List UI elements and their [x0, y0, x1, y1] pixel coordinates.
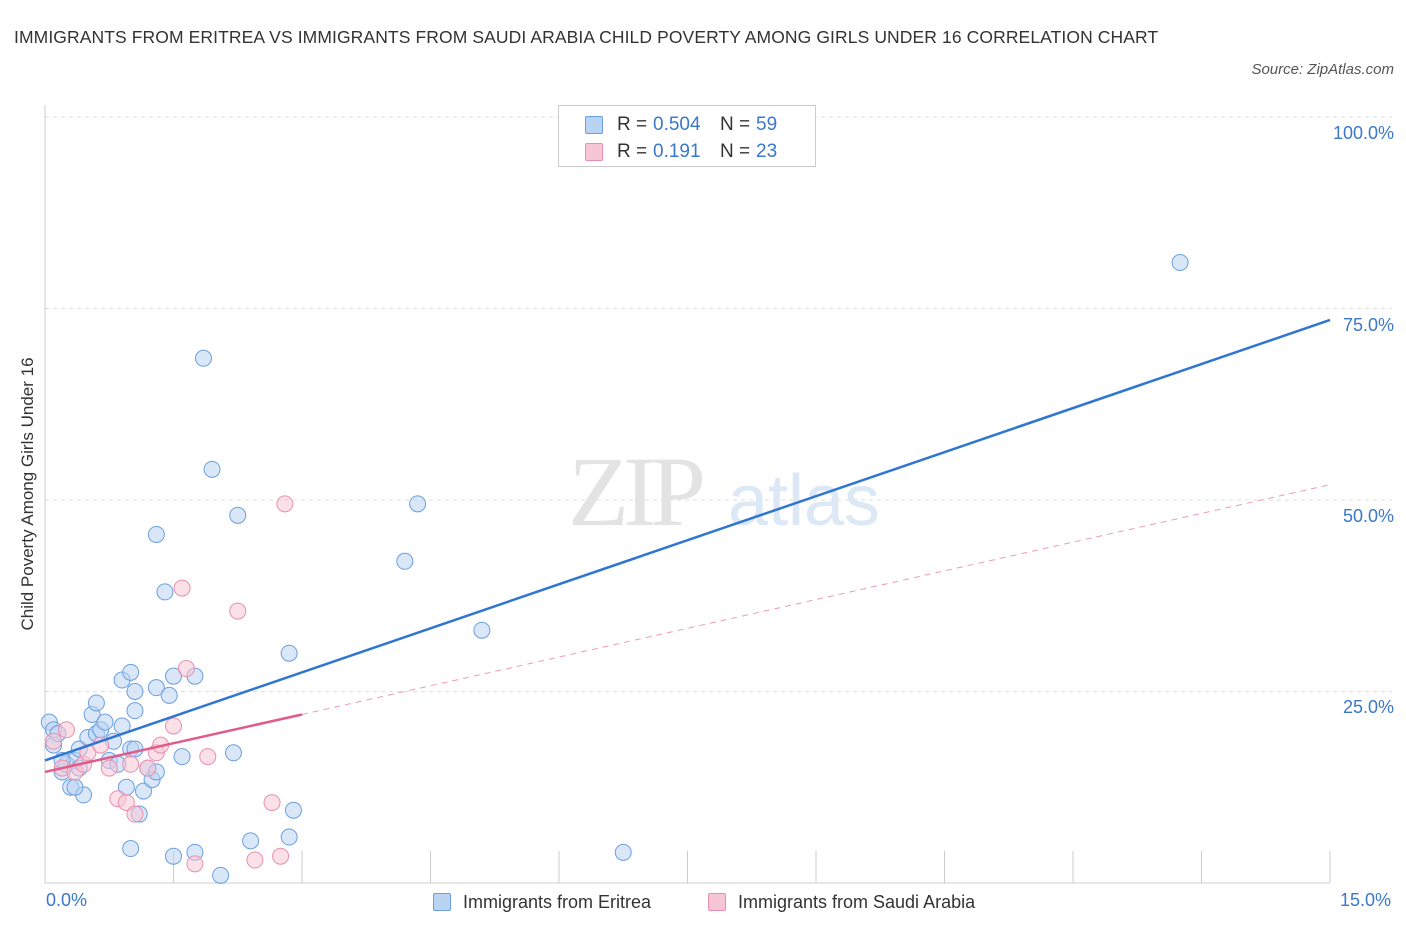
- eritrea-point: [409, 495, 427, 513]
- eritrea-point: [242, 832, 260, 850]
- saudi-point: [139, 759, 157, 777]
- saudi-r-value: 0.191: [653, 141, 701, 162]
- eritrea-point: [280, 828, 298, 846]
- eritrea-point: [147, 525, 165, 543]
- eritrea-point: [224, 744, 242, 762]
- saudi-point: [263, 794, 281, 812]
- saudi-point: [100, 759, 118, 777]
- saudi-swatch: [585, 143, 603, 161]
- trend-lines: [44, 318, 1331, 774]
- eritrea-r-value: 0.504: [653, 114, 701, 135]
- eritrea-point: [96, 713, 114, 731]
- x-tick-max: 15.0%: [1340, 890, 1392, 910]
- saudi-point: [229, 602, 247, 620]
- eritrea-point: [126, 702, 144, 720]
- eritrea-point: [212, 866, 230, 884]
- x-tick-min: 0.0%: [46, 890, 88, 910]
- eritrea-n-value: 59: [756, 114, 778, 135]
- saudi-point: [199, 748, 217, 766]
- eritrea-legend-swatch: [433, 893, 451, 911]
- y-tick-50: 50.0%: [1342, 506, 1394, 526]
- saudi-legend-label: Immigrants from Saudi Arabia: [738, 891, 976, 912]
- y-tick-100: 100.0%: [1332, 123, 1394, 143]
- gridlines: [45, 116, 1392, 692]
- eritrea-point: [229, 506, 247, 524]
- eritrea-point: [284, 801, 302, 819]
- saudi-trend-line: [44, 713, 303, 774]
- eritrea-point: [1171, 254, 1189, 272]
- y-axis-label: Child Poverty Among Girls Under 16: [18, 357, 37, 631]
- y-tick-75: 75.0%: [1342, 315, 1394, 335]
- eritrea-point: [203, 460, 221, 478]
- y-tick-25: 25.0%: [1342, 697, 1394, 717]
- source-label: Source: ZipAtlas.com: [1251, 61, 1394, 78]
- r-label: R =: [617, 141, 648, 162]
- chart-title: IMMIGRANTS FROM ERITREA VS IMMIGRANTS FR…: [14, 27, 1159, 47]
- eritrea-point: [66, 778, 84, 796]
- n-label: N =: [720, 141, 751, 162]
- eritrea-swatch: [585, 116, 603, 134]
- eritrea-point: [165, 667, 182, 685]
- saudi-point: [45, 732, 63, 750]
- eritrea-point: [160, 686, 178, 704]
- eritrea-point: [473, 621, 491, 639]
- eritrea-point: [147, 679, 165, 697]
- eritrea-point: [396, 552, 414, 570]
- eritrea-point: [122, 663, 140, 681]
- saudi-point: [173, 579, 191, 597]
- saudi-points: [45, 495, 294, 873]
- saudi-point: [126, 805, 144, 823]
- eritrea-point: [194, 349, 212, 367]
- saudi-point: [122, 755, 140, 773]
- stats-legend: R = 0.504 N = 59 R = 0.191 N = 23: [558, 105, 816, 167]
- eritrea-trend-line: [44, 318, 1331, 762]
- legend-item-saudi: Immigrants from Saudi Arabia: [708, 890, 975, 914]
- eritrea-legend-label: Immigrants from Eritrea: [463, 891, 652, 912]
- saudi-n-value: 23: [756, 141, 778, 162]
- saudi-point: [186, 855, 204, 873]
- saudi-point: [246, 851, 264, 869]
- saudi-point: [117, 794, 135, 812]
- eritrea-point: [87, 694, 105, 712]
- saudi-point: [272, 847, 290, 865]
- saudi-point: [165, 717, 182, 735]
- r-label: R =: [617, 114, 648, 135]
- legend-item-eritrea: Immigrants from Eritrea: [433, 890, 651, 914]
- n-label: N =: [720, 114, 751, 135]
- legend-row-eritrea: R = 0.504 N = 59: [585, 113, 777, 137]
- watermark-zip: ZIP: [568, 436, 702, 547]
- saudi-point: [276, 495, 294, 513]
- eritrea-point: [135, 782, 153, 800]
- saudi-point: [57, 721, 75, 739]
- saudi-legend-swatch: [708, 893, 726, 911]
- eritrea-point: [122, 840, 140, 858]
- eritrea-point: [614, 843, 632, 861]
- eritrea-point: [280, 644, 298, 662]
- eritrea-point: [156, 583, 174, 601]
- eritrea-point: [126, 683, 144, 700]
- legend-row-saudi: R = 0.191 N = 23: [585, 140, 777, 164]
- eritrea-point: [165, 847, 182, 865]
- eritrea-point: [126, 740, 144, 758]
- eritrea-point: [173, 748, 191, 766]
- eritrea-points: [40, 254, 1189, 884]
- saudi-point: [177, 660, 195, 678]
